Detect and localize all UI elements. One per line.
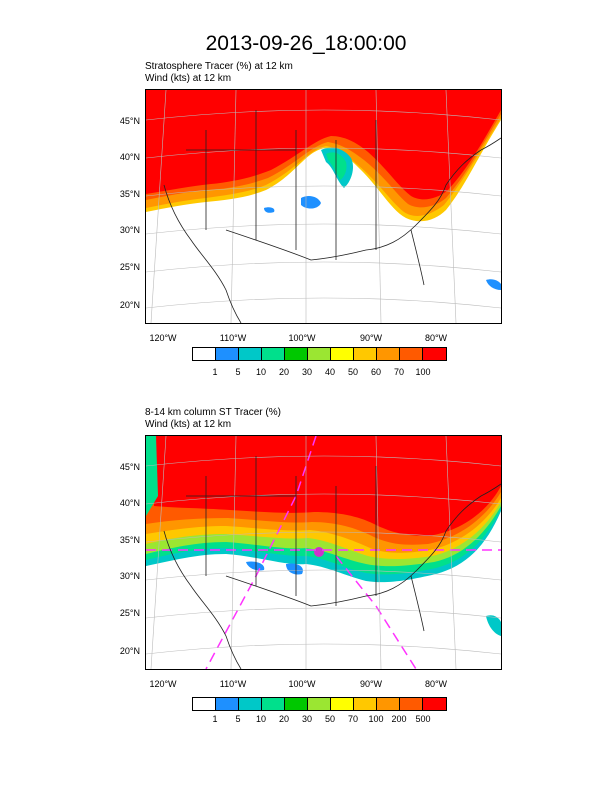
colorbar-swatch xyxy=(423,698,446,710)
lon-label: 90°W xyxy=(359,333,383,343)
colorbar-label: 100 xyxy=(368,714,384,724)
lat-label: 45°N xyxy=(119,462,140,472)
colorbar-swatch xyxy=(308,698,331,710)
colorbar-label: 1 xyxy=(212,714,218,724)
lat-label: 20°N xyxy=(119,300,140,310)
colorbar-swatch xyxy=(354,698,377,710)
colorbar-label: 5 xyxy=(235,714,241,724)
panel2-title: 8-14 km column ST Tracer (%) Wind (kts) … xyxy=(145,407,281,431)
lat-label: 30°N xyxy=(119,571,140,581)
lon-label: 80°W xyxy=(424,333,448,343)
lat-label: 35°N xyxy=(119,189,140,199)
colorbar-label: 1 xyxy=(212,367,218,377)
colorbar-swatch xyxy=(262,698,285,710)
colorbar-label: 50 xyxy=(324,714,335,724)
panel2-wind-label: Wind (kts) at 12 km xyxy=(145,419,232,430)
colorbar-swatch xyxy=(331,698,354,710)
lat-label: 45°N xyxy=(119,116,140,126)
lat-label: 20°N xyxy=(119,646,140,656)
colorbar-label: 500 xyxy=(415,714,431,724)
colorbar-label: 5 xyxy=(235,367,241,377)
colorbar-swatch xyxy=(354,348,377,360)
lon-label: 80°W xyxy=(424,679,448,689)
colorbar-swatch xyxy=(239,698,262,710)
lon-label: 120°W xyxy=(149,679,177,689)
colorbar-label: 60 xyxy=(370,367,381,377)
page-title: 2013-09-26_18:00:00 xyxy=(205,32,407,55)
lon-label: 120°W xyxy=(149,333,177,343)
colorbar-swatch xyxy=(400,698,423,710)
map-panel-1 xyxy=(145,89,502,324)
lon-label: 110°W xyxy=(219,333,247,343)
colorbar-label: 20 xyxy=(278,367,289,377)
colorbar-swatch xyxy=(377,348,400,360)
colorbar-label: 10 xyxy=(255,367,266,377)
colorbar-swatch xyxy=(285,698,308,710)
colorbar-swatch xyxy=(193,348,216,360)
map-1-canvas xyxy=(146,90,501,323)
colorbar-swatch xyxy=(423,348,446,360)
colorbar-swatch xyxy=(308,348,331,360)
colorbar-1 xyxy=(192,347,447,361)
lat-label: 40°N xyxy=(119,498,140,508)
colorbar-swatch xyxy=(285,348,308,360)
lon-label: 90°W xyxy=(359,679,383,689)
panel2-field-label: 8-14 km column ST Tracer (%) xyxy=(145,407,281,418)
colorbar-swatch xyxy=(400,348,423,360)
colorbar-2 xyxy=(192,697,447,711)
colorbar-swatch xyxy=(377,698,400,710)
lon-label: 100°W xyxy=(288,679,316,689)
colorbar-label: 100 xyxy=(415,367,431,377)
panel1-title: Stratosphere Tracer (%) at 12 km Wind (k… xyxy=(145,61,293,85)
colorbar-label: 10 xyxy=(255,714,266,724)
colorbar-label: 50 xyxy=(347,367,358,377)
colorbar-label: 40 xyxy=(324,367,335,377)
colorbar-label: 20 xyxy=(278,714,289,724)
colorbar-label: 30 xyxy=(301,367,312,377)
colorbar-swatch xyxy=(239,348,262,360)
panel1-field-label: Stratosphere Tracer (%) at 12 km xyxy=(145,61,293,72)
lat-label: 30°N xyxy=(119,225,140,235)
colorbar-swatch xyxy=(331,348,354,360)
colorbar-label: 200 xyxy=(391,714,407,724)
lat-label: 35°N xyxy=(119,535,140,545)
colorbar-label: 30 xyxy=(301,714,312,724)
panel1-wind-label: Wind (kts) at 12 km xyxy=(145,73,232,84)
map-panel-2 xyxy=(145,435,502,670)
lat-label: 25°N xyxy=(119,262,140,272)
lon-label: 100°W xyxy=(288,333,316,343)
colorbar-swatch xyxy=(216,348,239,360)
lat-label: 25°N xyxy=(119,608,140,618)
colorbar-swatch xyxy=(262,348,285,360)
colorbar-swatch xyxy=(216,698,239,710)
colorbar-label: 70 xyxy=(347,714,358,724)
lon-label: 110°W xyxy=(219,679,247,689)
map-2-canvas xyxy=(146,436,501,669)
colorbar-swatch xyxy=(193,698,216,710)
colorbar-label: 70 xyxy=(393,367,404,377)
lat-label: 40°N xyxy=(119,152,140,162)
